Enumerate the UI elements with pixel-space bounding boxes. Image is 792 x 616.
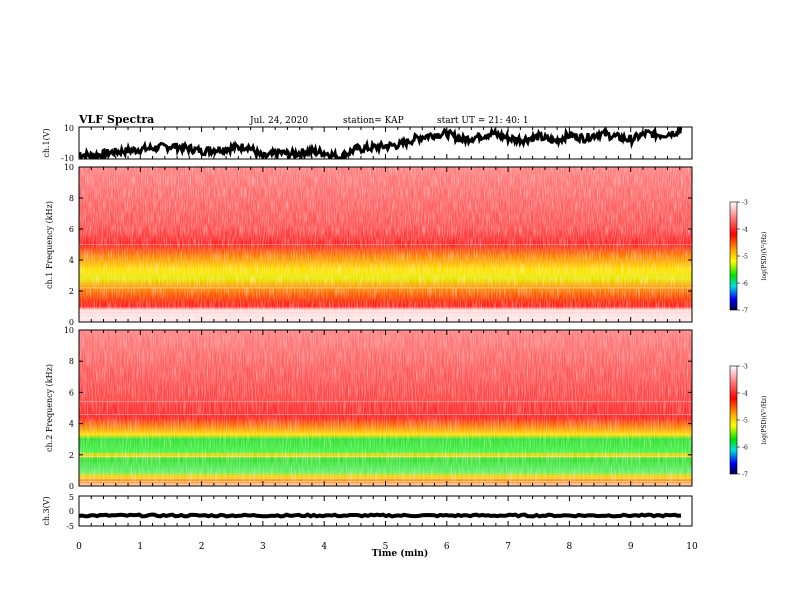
ch1-colorbar-label: log(PSD)(V²/Hz) (761, 232, 768, 281)
spectrogram-ytick-label: 8 (69, 357, 74, 366)
ch2-spectrogram-yticks: 0 2 4 6 8 10 (64, 326, 692, 491)
colorbar-tick-label: -3 (742, 200, 748, 207)
colorbar-tick-label: -3 (742, 364, 748, 371)
ch1-spectrogram-yticks: 0 2 4 6 8 10 (64, 163, 692, 327)
spectrogram-ytick-label: 0 (69, 482, 74, 491)
x-tick-label: 2 (199, 542, 205, 552)
x-axis-tick-labels: 0 1 2 3 4 5 6 7 8 9 10 (76, 542, 698, 552)
spectrogram-ytick-label: 4 (69, 256, 74, 265)
colorbar-tick-label: -7 (742, 308, 748, 315)
ch2-colorbar-ticks: -3 -4 -5 -6 -7 (737, 364, 748, 479)
colorbar-tick-label: -5 (742, 418, 748, 425)
start-time-label: start UT = 21: 40: 1 (437, 116, 529, 126)
x-tick-label: 3 (260, 542, 266, 552)
spectrogram-ytick-label: 0 (69, 318, 74, 327)
figure-title: VLF Spectra (78, 113, 154, 126)
x-tick-label: 9 (628, 542, 634, 552)
ch2-spectrogram-ylabel: ch.2 Frequency (kHz) (45, 364, 54, 452)
spectrogram-ytick-label: 6 (69, 225, 74, 234)
x-tick-label: 7 (505, 542, 511, 552)
ch2-spectrogram-noise (79, 330, 692, 486)
spectrogram-ytick-label: 10 (64, 163, 74, 172)
colorbar-tick-label: -4 (742, 391, 748, 398)
ch1-waveform-frame (78, 126, 693, 160)
ch3-ytick-bottom: -5 (66, 522, 74, 531)
ch2-spectral-lines (79, 401, 692, 482)
colorbar-tick-label: -6 (742, 281, 748, 288)
x-tick-label: 10 (686, 542, 698, 552)
x-tick-label: 0 (76, 542, 82, 552)
x-tick-label: 5 (383, 542, 389, 552)
ch3-ytick-mid: 0 (69, 507, 74, 516)
ch3-ytick-top: 5 (69, 493, 74, 502)
spectrogram-ytick-label: 6 (69, 388, 74, 397)
ch3-waveform-ylabel: ch.3(V) (42, 496, 51, 525)
colorbar-tick-label: -6 (742, 445, 748, 452)
ch2-colorbar-gradient (729, 365, 738, 475)
spectrogram-ytick-label: 2 (69, 451, 74, 460)
ch2-colorbar-label: log(PSD)(V²/Hz) (761, 396, 768, 445)
x-tick-label: 8 (567, 542, 573, 552)
ch2-colorbar: -3 -4 -5 -6 -7 log(PSD)(V²/Hz) (729, 364, 768, 479)
colorbar-tick-label: -5 (742, 254, 748, 261)
spectrogram-ytick-label: 4 (69, 420, 74, 429)
ch3-waveform-line (78, 512, 682, 519)
x-tick-label: 6 (444, 542, 450, 552)
colorbar-tick-label: -7 (742, 472, 748, 479)
ch1-colorbar-gradient (729, 201, 738, 311)
x-axis-label: Time (min) (372, 548, 429, 559)
ch1-spectrogram-panel: 0 2 4 6 8 10 ch.1 Frequency (kHz) (45, 163, 693, 327)
ch1-waveform-panel: 10 -10 ch.1(V) (42, 124, 693, 163)
x-tick-label: 4 (321, 542, 327, 552)
ch1-colorbar-ticks: -3 -4 -5 -6 -7 (737, 200, 748, 315)
ch3-waveform-panel: 5 0 -5 ch.3(V) (42, 493, 693, 531)
ch2-spectrogram-panel: 0 2 4 6 8 10 ch.2 Frequency (kHz) (45, 326, 693, 491)
station-label: station= KAP (343, 116, 404, 126)
ch1-ytick-top: 10 (64, 124, 74, 133)
ch1-waveform-ylabel: ch.1(V) (42, 128, 51, 157)
ch1-ytick-bottom: -10 (61, 154, 74, 163)
colorbar-tick-label: -4 (742, 227, 748, 234)
ch1-colorbar: -3 -4 -5 -6 -7 log(PSD)(V²/Hz) (729, 200, 768, 315)
spectrogram-ytick-label: 10 (64, 326, 74, 335)
spectrogram-ytick-label: 2 (69, 287, 74, 296)
x-tick-label: 1 (137, 542, 143, 552)
spectrogram-ytick-label: 8 (69, 194, 74, 203)
date-label: Jul. 24, 2020 (249, 116, 308, 126)
ch1-waveform-line (79, 127, 683, 159)
panel-x-ticks (78, 127, 693, 526)
ch1-spectrogram-ylabel: ch.1 Frequency (kHz) (45, 201, 54, 289)
